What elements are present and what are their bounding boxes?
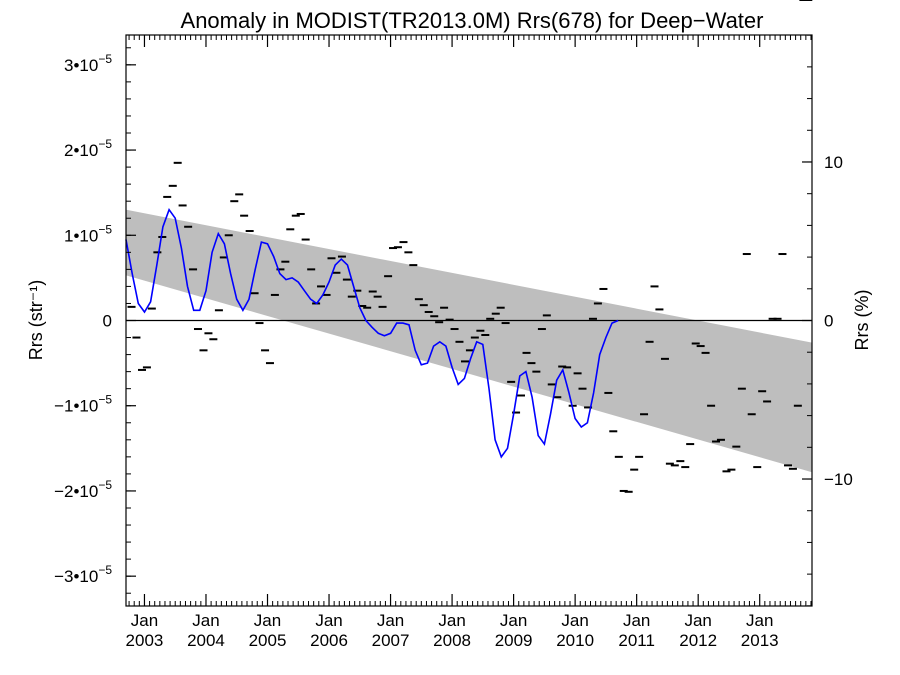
trend-band-layer	[126, 209, 812, 473]
left-y-tick-label: 0	[103, 312, 112, 331]
x-tick-label-month: Jan	[438, 611, 465, 630]
left-y-tick-label: 2•10−5	[64, 137, 112, 160]
x-tick-label-month: Jan	[623, 611, 650, 630]
right-y-axis-label: Rrs (%)	[852, 290, 872, 351]
x-tick-label-year: 2003	[126, 631, 164, 650]
x-tick-label-month: Jan	[254, 611, 281, 630]
right-y-axis: 10 0 −10	[802, 34, 853, 607]
x-tick-label-month: Jan	[684, 611, 711, 630]
x-tick-label-month: Jan	[746, 611, 773, 630]
left-y-axis: 3•10−5 2•10−5 1•10−5 0 −1•10−5 −2•10−5 −3•10−5	[54, 47, 136, 594]
chart-title: Anomaly in MODIST(TR2013.0M) Rrs(678) fo…	[181, 8, 764, 33]
x-tick-label-year: 2010	[556, 631, 594, 650]
x-tick-label-month: Jan	[561, 611, 588, 630]
x-tick-label-year: 2013	[741, 631, 779, 650]
x-tick-label-year: 2004	[187, 631, 225, 650]
x-tick-label-year: 2008	[433, 631, 471, 650]
left-y-tick-label: 3•10−5	[64, 52, 112, 75]
x-tick-label-year: 2005	[249, 631, 287, 650]
x-tick-label-month: Jan	[315, 611, 342, 630]
left-y-axis-label: Rrs (str⁻¹)	[26, 280, 46, 360]
x-tick-label-year: 2012	[679, 631, 717, 650]
x-tick-label-month: Jan	[500, 611, 527, 630]
left-y-tick-label: −1•10−5	[54, 393, 112, 416]
smooth-series-line	[125, 208, 619, 459]
x-tick-label-year: 2009	[495, 631, 533, 650]
left-y-tick-label: 1•10−5	[64, 222, 112, 245]
trend-band	[126, 209, 812, 473]
x-axis: Jan2003Jan2004Jan2005Jan2006Jan2007Jan20…	[126, 35, 812, 650]
monthly-points-layer	[127, 0, 813, 493]
x-tick-label-year: 2011	[618, 631, 655, 650]
x-tick-label-month: Jan	[192, 611, 219, 630]
smooth-series-layer	[125, 208, 619, 459]
right-y-tick-label: 0	[824, 312, 833, 331]
x-tick-label-month: Jan	[377, 611, 404, 630]
x-tick-label-year: 2007	[372, 631, 410, 650]
right-y-tick-label: −10	[824, 470, 853, 489]
right-y-tick-label: 10	[824, 153, 843, 172]
left-y-tick-label: −3•10−5	[54, 563, 112, 586]
x-tick-label-month: Jan	[131, 611, 158, 630]
x-tick-label-year: 2006	[310, 631, 348, 650]
left-y-tick-label: −2•10−5	[54, 478, 112, 501]
